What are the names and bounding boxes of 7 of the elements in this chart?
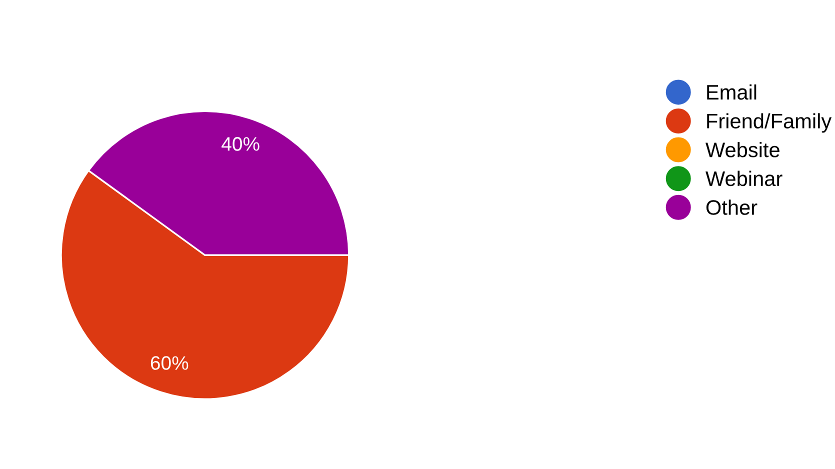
legend-label: Other bbox=[706, 200, 758, 215]
data-label: 40% bbox=[222, 137, 260, 151]
legend-label: Friend/Family bbox=[707, 113, 832, 133]
legend-label: Webinar bbox=[706, 170, 782, 186]
legend-label: Website bbox=[706, 142, 780, 158]
data-label: 60% bbox=[150, 356, 188, 370]
legend-label: Email bbox=[707, 84, 756, 100]
